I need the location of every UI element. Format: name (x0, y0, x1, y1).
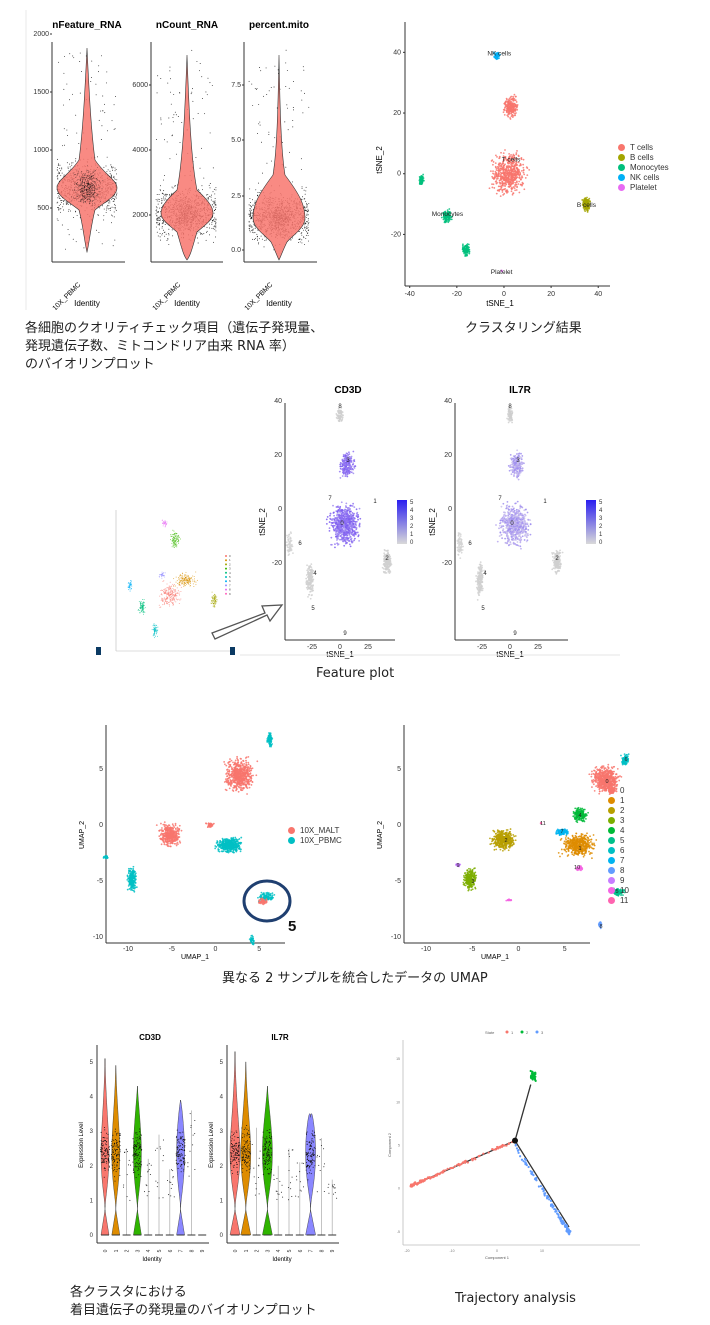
umap-sample-legend: 10X_MALT 10X_PBMC (288, 825, 342, 845)
legend-item: 7 (608, 855, 629, 865)
legend-dot-icon (608, 896, 615, 904)
legend-item: 10 (608, 885, 629, 895)
legend-dot-icon (618, 173, 625, 181)
legend-item: 6 (608, 845, 629, 855)
svg-text:40: 40 (594, 291, 602, 298)
legend-item: 2 (608, 805, 629, 815)
legend-item: 8 (608, 865, 629, 875)
legend-dot-icon (608, 866, 615, 874)
legend-dot-icon (608, 816, 615, 824)
svg-text:-40: -40 (405, 291, 415, 298)
legend-dot-icon (618, 143, 625, 151)
umap-figure: -10 -5 0 5 -10 -5 0 5 UMAP_1 UMAP_2 5 -10 -5 0 5 … (70, 715, 700, 965)
legend-item: 11 (608, 895, 629, 905)
svg-text:tSNE_1: tSNE_1 (486, 299, 514, 308)
umap-caption: 異なる 2 サンプルを統合したデータの UMAP (222, 971, 488, 986)
svg-text:4000: 4000 (132, 147, 148, 154)
svg-text:6000: 6000 (132, 82, 148, 89)
svg-text:Identity: Identity (266, 299, 292, 308)
legend-dot-icon (288, 826, 295, 834)
caption-line: のバイオリンプロット (25, 357, 155, 372)
clustering-caption: クラスタリング結果 (465, 321, 582, 336)
svg-text:20: 20 (547, 291, 555, 298)
cluster-violin-figure: CD3D 0 1 2 3 4 5 Expression Level Identity 0 1 2 3 4 5… (55, 1025, 355, 1265)
legend-dot-icon (608, 846, 615, 854)
legend-dot-icon (618, 183, 625, 191)
feature-plot-caption: Feature plot (316, 666, 395, 681)
legend-dot-icon (608, 796, 615, 804)
svg-text:40: 40 (393, 49, 401, 56)
svg-text:2000: 2000 (33, 31, 49, 38)
qc-violin-caption: 各細胞のクオリティチェック項目（遺伝子発現量、 発現遺伝子数、ミトコンドリア由来… (25, 320, 323, 374)
svg-text:0.0: 0.0 (231, 247, 241, 254)
svg-text:500: 500 (37, 205, 49, 212)
svg-text:7.5: 7.5 (231, 82, 241, 89)
svg-text:0: 0 (397, 171, 401, 178)
legend-item: T cells (618, 142, 669, 152)
tsne-legend: T cells B cells Monocytes NK cells Platelet (618, 142, 669, 192)
legend-item: 9 (608, 875, 629, 885)
legend-dot-icon (618, 153, 625, 161)
legend-dot-icon (608, 886, 615, 894)
caption-line: 発現遺伝子数、ミトコンドリア由来 RNA 率） (25, 339, 295, 354)
legend-dot-icon (608, 856, 615, 864)
legend-item: 5 (608, 835, 629, 845)
svg-text:2.5: 2.5 (231, 193, 241, 200)
svg-text:percent.mito: percent.mito (249, 20, 309, 31)
legend-dot-icon (608, 806, 615, 814)
legend-dot-icon (288, 836, 295, 844)
caption-line: 各クラスタにおける (70, 1285, 187, 1300)
legend-dot-icon (618, 163, 625, 171)
svg-text:nCount_RNA: nCount_RNA (156, 20, 218, 31)
svg-text:Identity: Identity (74, 299, 100, 308)
svg-text:Identity: Identity (174, 299, 200, 308)
svg-text:2000: 2000 (132, 212, 148, 219)
svg-text:1500: 1500 (33, 89, 49, 96)
legend-item: 4 (608, 825, 629, 835)
svg-text:5.0: 5.0 (231, 137, 241, 144)
legend-item: 10X_MALT (288, 825, 342, 835)
svg-text:-20: -20 (391, 231, 401, 238)
legend-item: 1 (608, 795, 629, 805)
legend-item: Monocytes (618, 162, 669, 172)
legend-item: Platelet (618, 182, 669, 192)
legend-item: 0 (608, 785, 629, 795)
svg-text:1000: 1000 (33, 147, 49, 154)
svg-text:-20: -20 (452, 291, 462, 298)
qc-violin-figure: nFeature_RNA 500 1000 1500 2000 10X_PBMC Id… (25, 10, 325, 310)
legend-item: B cells (618, 152, 669, 162)
svg-text:nFeature_RNA: nFeature_RNA (52, 20, 121, 31)
svg-text:tSNE_2: tSNE_2 (375, 146, 384, 174)
cluster-violin-caption: 各クラスタにおける 着目遺伝子の発現量のバイオリンプロット (70, 1284, 317, 1320)
caption-line: 着目遺伝子の発現量のバイオリンプロット (70, 1303, 317, 1318)
caption-line: 各細胞のクオリティチェック項目（遺伝子発現量、 (25, 321, 324, 336)
legend-dot-icon (608, 786, 615, 794)
svg-text:0: 0 (502, 291, 506, 298)
umap-cluster-legend: 0 1 2 3 4 5 6 7 8 9 10 11 (608, 785, 629, 905)
legend-item: 10X_PBMC (288, 835, 342, 845)
trajectory-caption: Trajectory analysis (455, 1291, 576, 1306)
tsne-cluster-figure: -20 0 20 40 -40 -20 0 20 40 tSNE_1 tSNE_2 NK ce… (370, 10, 705, 310)
trajectory-figure: State 1 2 3 -5 0 5 10 15 -20 -10 0 10 Component 1 Comp… (385, 1025, 650, 1275)
umap-svg: -10-505 -10 -5 0 5 UMAP_1 UMAP_2 5 -10-505 … (79, 725, 630, 961)
legend-dot-icon (608, 876, 615, 884)
legend-dot-icon (608, 836, 615, 844)
legend-dot-icon (608, 826, 615, 834)
legend-item: NK cells (618, 172, 669, 182)
legend-item: 3 (608, 815, 629, 825)
svg-text:20: 20 (393, 110, 401, 117)
